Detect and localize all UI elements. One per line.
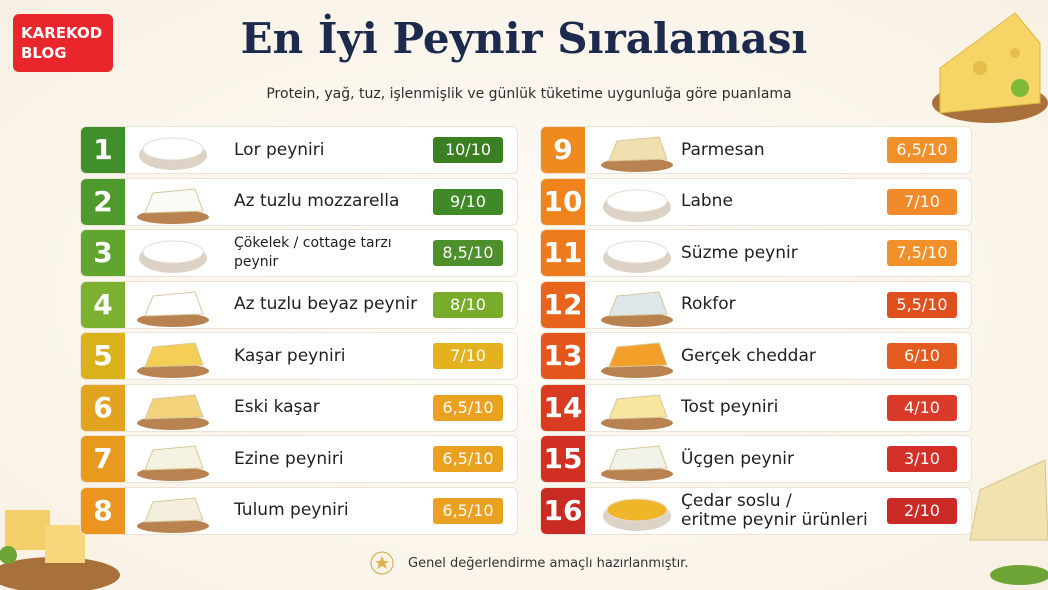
rank-badge: 15 <box>541 436 585 482</box>
cheese-image <box>601 290 673 327</box>
cheese-name: Süzme peynir <box>681 242 798 263</box>
score-badge: 9/10 <box>433 188 503 215</box>
cheese-image <box>603 498 671 531</box>
cheese-decoration <box>969 459 1048 585</box>
cheese-name: Üçgen peynir <box>681 448 795 469</box>
score-badge: 7/10 <box>887 188 957 215</box>
rank-badge: 3 <box>81 230 125 276</box>
cheese-name: Kaşar peyniri <box>234 345 346 366</box>
score-badge: 6,5/10 <box>433 497 503 524</box>
score-badge: 6/10 <box>887 343 957 369</box>
ranking-row: 15 Üçgen peynir 3/10 <box>540 435 972 483</box>
cheese-name: Parmesan <box>681 139 765 160</box>
ranking-row: 10 Labne 7/10 <box>540 177 972 226</box>
rank-badge: 7 <box>81 436 125 482</box>
cheese-name: Tulum peyniri <box>234 500 349 520</box>
score-badge: 4/10 <box>887 394 957 421</box>
ranking-row: 14 Tost peyniri 4/10 <box>540 383 972 432</box>
cheese-name: Rokfor <box>681 294 736 314</box>
title: En İyi Peynir Sıralaması <box>240 14 808 63</box>
ranking-row: 1 Lor peyniri 10/10 <box>80 126 518 174</box>
cheese-name: Çedar soslu / eritme peynir ürünleri <box>681 490 868 530</box>
cheese-image <box>601 342 673 378</box>
score-badge: 6,5/10 <box>433 394 503 421</box>
rank-badge: 16 <box>541 487 585 534</box>
brand-logo: KAREKOD BLOG <box>13 14 113 72</box>
ranking-row: 7 Ezine peyniri 6,5/10 <box>80 435 518 483</box>
cheese-name: Ezine peyniri <box>234 448 344 469</box>
rank-badge: 8 <box>81 487 125 534</box>
ranking-row: 13 Gerçek cheddar 6/10 <box>540 332 972 380</box>
score-badge: 7/10 <box>433 343 503 369</box>
rank-badge: 13 <box>541 333 585 379</box>
cheese-image <box>601 136 673 172</box>
cheese-image <box>137 342 209 378</box>
rank-badge: 4 <box>81 281 125 328</box>
score-badge: 8,5/10 <box>433 240 503 266</box>
cheese-name: Lor peyniri <box>234 139 325 160</box>
cheese-image <box>139 240 207 273</box>
ranking-row: 12 Rokfor 5,5/10 <box>540 280 972 329</box>
rank-badge: 12 <box>541 281 585 328</box>
cheese-image <box>601 393 673 430</box>
score-badge: 6,5/10 <box>433 446 503 472</box>
cheese-image <box>139 137 207 170</box>
score-badge: 8/10 <box>433 291 503 318</box>
cheese-name: Labne <box>681 191 733 211</box>
cheese-image <box>137 290 209 327</box>
cheese-name: Tost peyniri <box>681 397 779 417</box>
score-badge: 5,5/10 <box>887 291 957 318</box>
cheese-name: Az tuzlu mozzarella <box>234 191 400 211</box>
cheese-name: Eski kaşar <box>234 397 320 417</box>
cheese-decoration <box>932 12 1048 123</box>
cheese-name: Az tuzlu beyaz peynir <box>234 294 418 314</box>
cheese-name: Çökelek / cottage tarzı peynir <box>234 235 392 270</box>
rank-badge: 5 <box>81 333 125 379</box>
star-icon <box>370 551 394 575</box>
ranking-row: 16 Çedar soslu / eritme peynir ürünleri 2/… <box>540 486 972 535</box>
cheese-image <box>137 187 209 224</box>
cheese-image <box>603 240 671 273</box>
ranking-row: 4 Az tuzlu beyaz peynir 8/10 <box>80 280 518 329</box>
ranking-row: 9 Parmesan 6,5/10 <box>540 126 972 174</box>
rank-badge: 9 <box>541 127 585 173</box>
cheese-image <box>603 189 671 222</box>
rank-badge: 1 <box>81 127 125 173</box>
rank-badge: 6 <box>81 384 125 431</box>
score-badge: 10/10 <box>433 137 503 163</box>
cheese-decoration <box>0 510 120 590</box>
cheese-image <box>137 496 209 533</box>
rank-badge: 2 <box>81 178 125 225</box>
ranking-row: 11 Süzme peynir 7,5/10 <box>540 229 972 277</box>
rank-badge: 14 <box>541 384 585 431</box>
score-badge: 2/10 <box>887 497 957 524</box>
cheese-image <box>137 393 209 430</box>
rank-badge: 11 <box>541 230 585 276</box>
cheese-image <box>601 445 673 481</box>
footer: Genel değerlendirme amaçlı hazırlanmıştı… <box>370 550 688 576</box>
footer-text: Genel değerlendirme amaçlı hazırlanmıştı… <box>408 555 689 571</box>
ranking-row: 5 Kaşar peyniri 7/10 <box>80 332 518 380</box>
cheese-image <box>137 445 209 481</box>
score-badge: 6,5/10 <box>887 137 957 163</box>
subtitle: Protein, yağ, tuz, işlenmişlik ve günlük… <box>266 86 792 102</box>
ranking-row: 3 Çökelek / cottage tarzı peynir 8,5/10 <box>80 229 518 277</box>
score-badge: 7,5/10 <box>887 240 957 266</box>
ranking-row: 6 Eski kaşar 6,5/10 <box>80 383 518 432</box>
ranking-row: 2 Az tuzlu mozzarella 9/10 <box>80 177 518 226</box>
cheese-name: Gerçek cheddar <box>681 345 816 366</box>
score-badge: 3/10 <box>887 446 957 472</box>
ranking-row: 8 Tulum peyniri 6,5/10 <box>80 486 518 535</box>
rank-badge: 10 <box>541 178 585 225</box>
